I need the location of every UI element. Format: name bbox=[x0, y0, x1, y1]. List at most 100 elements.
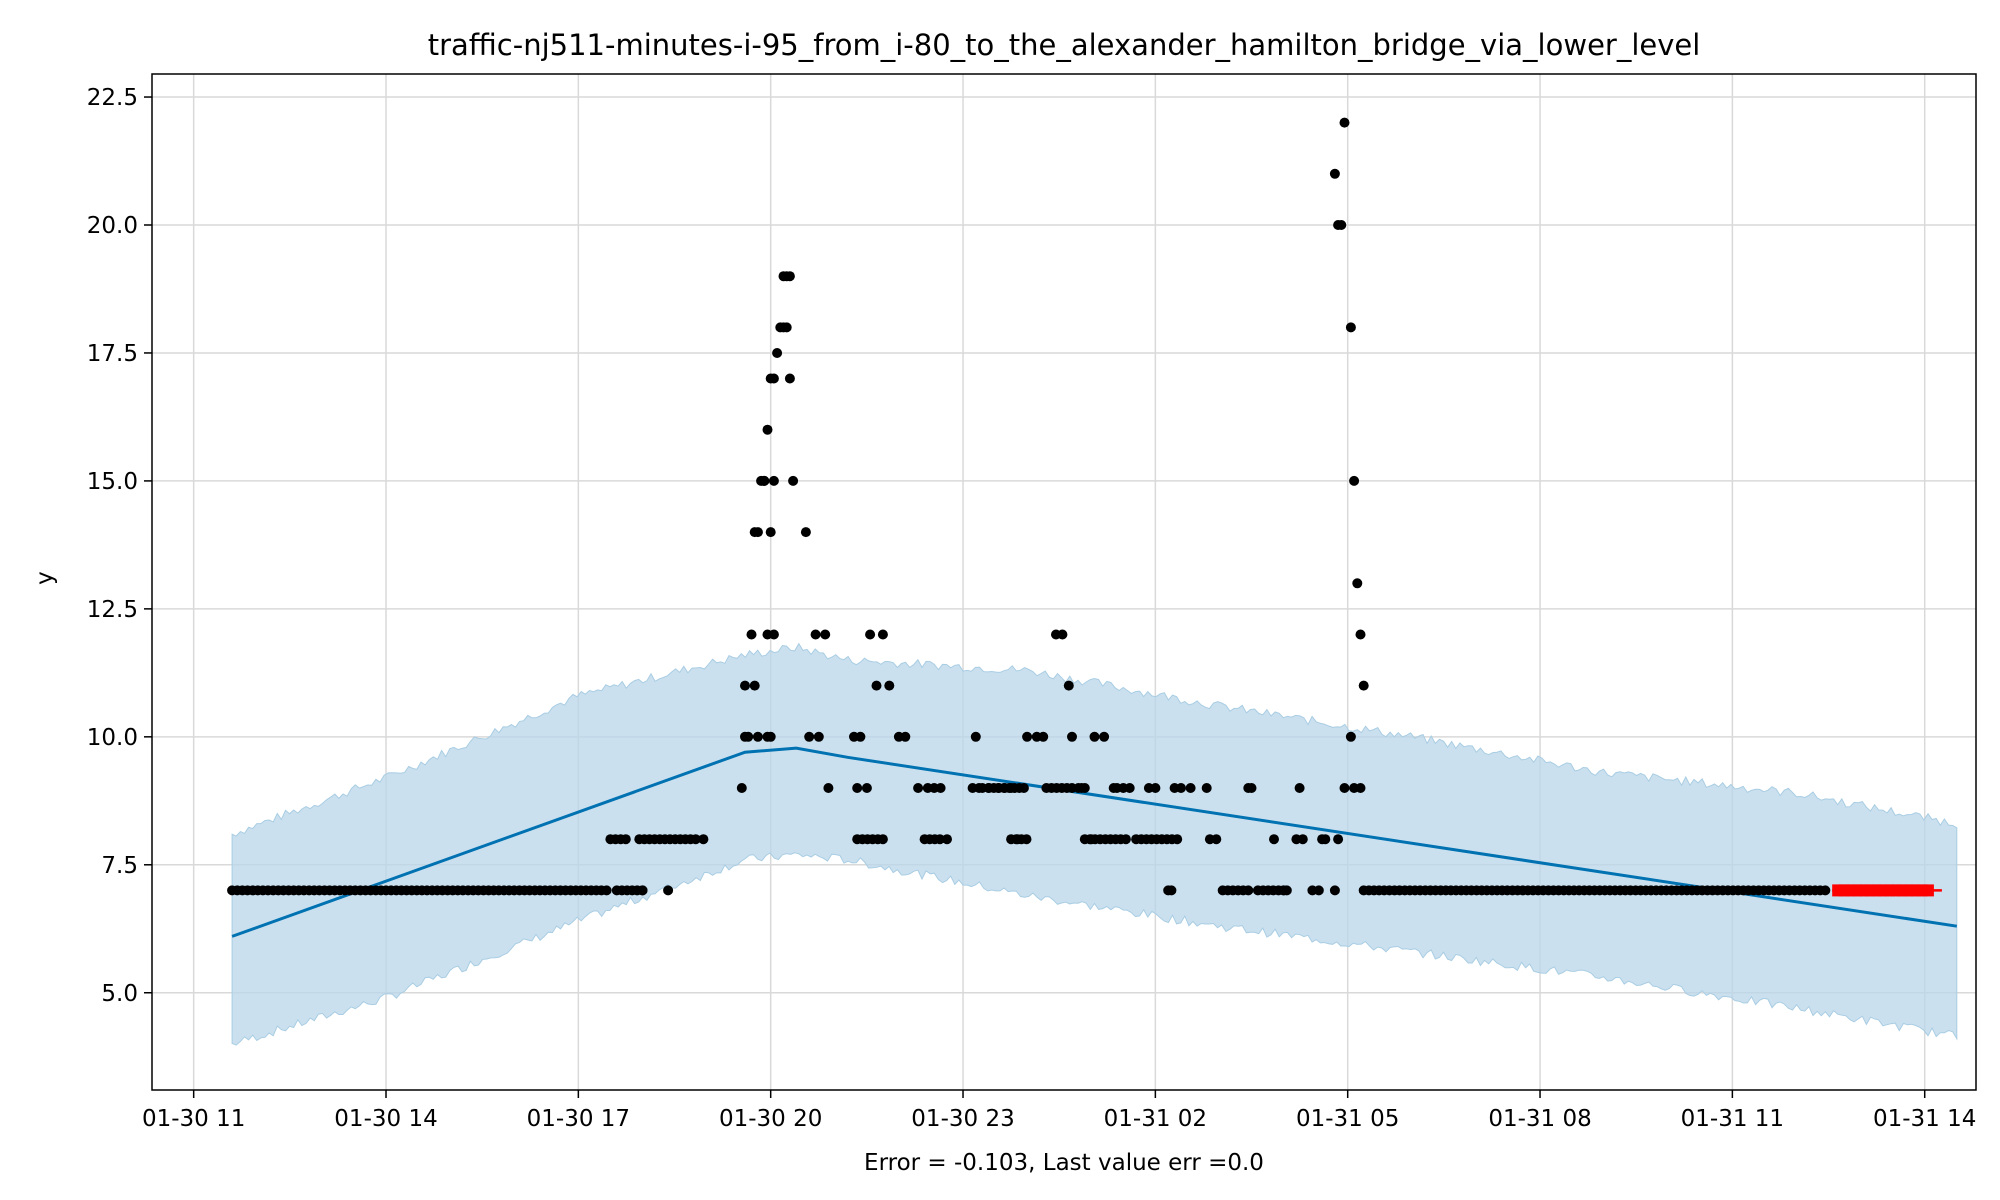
observed-point bbox=[1089, 731, 1100, 742]
plot-frame bbox=[151, 73, 1977, 1091]
observed-point bbox=[765, 527, 776, 538]
observed-point bbox=[1820, 885, 1831, 896]
observed-point bbox=[762, 629, 773, 640]
observed-point bbox=[1281, 885, 1292, 896]
uncertainty-area bbox=[231, 642, 1958, 1046]
x-axis-ticks: 01-30 11 01-30 14 01-30 17 01-30 20 01-30 23… bbox=[142, 1090, 1976, 1132]
observed-point bbox=[765, 373, 776, 384]
observed-point bbox=[810, 629, 821, 640]
observed-point bbox=[1067, 731, 1077, 742]
observed-point bbox=[1086, 834, 1097, 845]
y-tick-label: 15.0 bbox=[87, 469, 138, 495]
observed-point bbox=[1352, 578, 1363, 589]
observed-point bbox=[1339, 117, 1350, 128]
observed-point bbox=[762, 731, 773, 742]
observed-point bbox=[772, 348, 783, 358]
observed-point bbox=[1355, 783, 1366, 793]
x-tick-label: 01-30 20 bbox=[719, 1106, 822, 1132]
observed-point bbox=[1329, 168, 1340, 179]
observed-point bbox=[813, 731, 824, 742]
observed-point bbox=[900, 731, 911, 742]
observed-point bbox=[1120, 834, 1131, 845]
y-tick-label: 20.0 bbox=[87, 213, 138, 239]
forecast-trend-line bbox=[231, 746, 1958, 938]
observed-point bbox=[749, 680, 760, 691]
observed-point bbox=[1150, 783, 1161, 793]
observed-point bbox=[1349, 475, 1360, 486]
observed-point bbox=[781, 322, 792, 333]
x-axis-label: Error = -0.103, Last value err =0.0 bbox=[864, 1150, 1264, 1176]
y-tick-label: 22.5 bbox=[87, 85, 138, 111]
observed-point bbox=[855, 731, 866, 742]
observed-point bbox=[983, 783, 994, 793]
trend-line bbox=[231, 746, 1958, 938]
observed-point bbox=[800, 527, 811, 538]
x-tick-label: 01-31 08 bbox=[1488, 1106, 1591, 1132]
x-tick-label: 01-30 14 bbox=[334, 1106, 437, 1132]
observed-point bbox=[637, 885, 648, 896]
y-axis-label: y bbox=[32, 571, 58, 585]
y-tick-label: 10.0 bbox=[87, 725, 138, 751]
observed-point bbox=[1018, 783, 1029, 793]
observed-point bbox=[820, 629, 831, 640]
observed-point bbox=[884, 680, 895, 691]
observed-point bbox=[1297, 834, 1308, 845]
observed-point bbox=[913, 783, 924, 793]
x-tick-label: 01-31 14 bbox=[1873, 1106, 1976, 1132]
observed-point bbox=[740, 680, 750, 691]
y-tick-label: 7.5 bbox=[101, 853, 138, 879]
observed-point bbox=[1345, 322, 1356, 333]
observed-point bbox=[823, 783, 834, 793]
y-tick-label: 5.0 bbox=[101, 981, 138, 1007]
observed-point bbox=[1012, 834, 1023, 845]
observed-point bbox=[690, 834, 701, 845]
observed-point bbox=[1294, 783, 1305, 793]
observed-point bbox=[778, 271, 789, 282]
observed-point bbox=[1339, 783, 1350, 793]
x-tick-label: 01-30 17 bbox=[527, 1106, 630, 1132]
observed-point bbox=[752, 527, 763, 538]
observed-point bbox=[620, 834, 631, 845]
observed-point bbox=[1022, 731, 1033, 742]
observed-point bbox=[1063, 680, 1074, 691]
observed-point bbox=[1038, 731, 1049, 742]
uncertainty-band bbox=[231, 642, 1958, 1046]
observed-point bbox=[663, 885, 674, 896]
y-axis-ticks: 5.0 7.5 10.0 12.5 15.0 17.5 20.0 22.5 bbox=[87, 85, 152, 1007]
observed-point bbox=[1269, 834, 1279, 845]
observed-point bbox=[1057, 629, 1068, 640]
observed-point bbox=[1345, 731, 1356, 742]
observed-point bbox=[1006, 783, 1017, 793]
observed-point bbox=[743, 731, 754, 742]
observed-point bbox=[1333, 834, 1344, 845]
observed-point bbox=[877, 834, 888, 845]
observed-point bbox=[1320, 834, 1331, 845]
observed-point bbox=[1313, 885, 1324, 896]
x-tick-label: 01-30 23 bbox=[911, 1106, 1014, 1132]
observed-point bbox=[1246, 783, 1257, 793]
observed-point bbox=[861, 783, 872, 793]
observed-point bbox=[788, 475, 799, 486]
observed-point bbox=[1201, 783, 1212, 793]
observed-point bbox=[1099, 731, 1110, 742]
x-tick-label: 01-30 11 bbox=[142, 1106, 245, 1132]
observed-point bbox=[934, 834, 945, 845]
observed-point bbox=[752, 731, 763, 742]
chart-title: traffic-nj511-minutes-i-95_from_i-80_to_… bbox=[428, 28, 1701, 62]
observed-point bbox=[601, 885, 612, 896]
observed-point bbox=[1124, 783, 1135, 793]
observed-point bbox=[1211, 834, 1222, 845]
observed-point bbox=[762, 424, 773, 435]
observed-point bbox=[1185, 783, 1196, 793]
observed-point bbox=[942, 834, 952, 845]
observed-point bbox=[698, 834, 709, 845]
observed-point bbox=[1336, 220, 1347, 230]
observed-point bbox=[1166, 885, 1177, 896]
observed-point bbox=[1358, 680, 1369, 691]
observed-point bbox=[1329, 885, 1340, 896]
future-point bbox=[1921, 884, 1934, 897]
observed-point bbox=[1176, 783, 1186, 793]
observed-point bbox=[935, 783, 946, 793]
observed-point bbox=[1172, 834, 1183, 845]
